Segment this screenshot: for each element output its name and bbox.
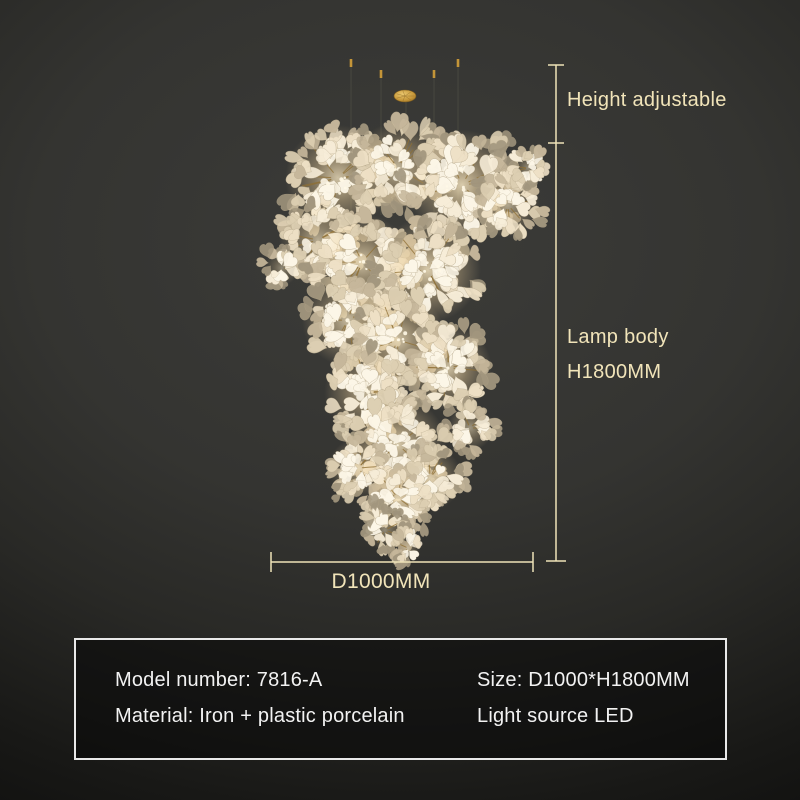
lamp-body-label: Lamp body H1800MM: [567, 320, 669, 390]
flower-cluster: [439, 395, 503, 461]
chandelier-body: [256, 111, 551, 571]
lamp-body-height-value: H1800MM: [567, 361, 662, 383]
ceiling-canopy: [393, 89, 417, 103]
flower-cluster: [256, 242, 308, 291]
flower-cluster: [400, 317, 500, 413]
spec-box: Model number: 7816-A Size: D1000*H1800MM…: [74, 638, 727, 760]
spec-material: Material: Iron + plastic porcelain: [115, 705, 405, 727]
spec-model-number: Model number: 7816-A: [115, 669, 323, 691]
lamp-body-text: Lamp body: [567, 326, 669, 348]
flower-cluster: [389, 520, 423, 571]
flower-cluster: [324, 430, 391, 506]
measurement-lines: [270, 64, 566, 572]
diameter-label: D1000MM: [331, 570, 431, 593]
flower-cluster: [506, 144, 551, 192]
spec-light-source: Light source LED: [477, 705, 634, 727]
spec-size: Size: D1000*H1800MM: [477, 669, 690, 691]
height-adjustable-label: Height adjustable: [567, 89, 727, 111]
